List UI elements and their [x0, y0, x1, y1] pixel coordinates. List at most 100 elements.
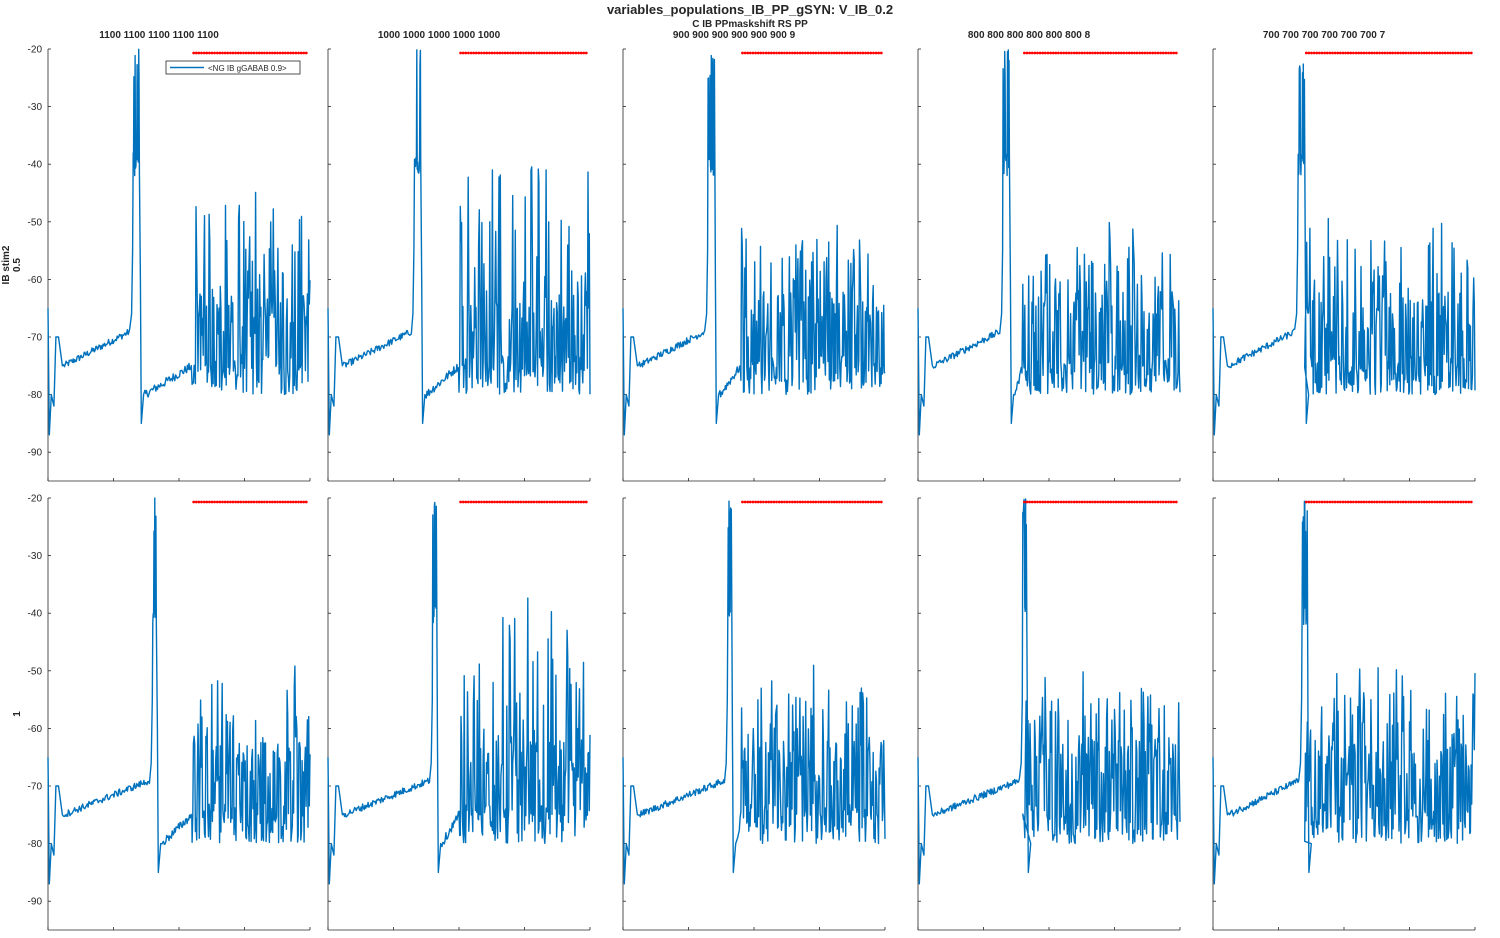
spike-marker: [234, 51, 238, 55]
spike-marker: [569, 500, 572, 504]
spike-marker: [1407, 51, 1410, 55]
spike-marker: [1430, 51, 1434, 55]
spike-marker: [1318, 51, 1321, 55]
spike-marker: [1388, 51, 1392, 55]
spike-marker: [1370, 51, 1374, 55]
spike-marker: [1456, 500, 1460, 504]
spike-marker: [1054, 51, 1058, 55]
subplot: 0500100015002000: [915, 497, 1192, 938]
spike-marker: [524, 51, 528, 55]
spike-marker: [488, 51, 491, 55]
spike-marker: [1365, 500, 1368, 504]
spike-marker: [1067, 500, 1071, 504]
spike-marker: [835, 500, 839, 504]
subplot: 0500100015002000: [1210, 497, 1487, 938]
spike-marker: [1380, 51, 1384, 55]
spike-marker: [278, 51, 282, 55]
spike-marker: [485, 500, 489, 504]
spike-marker: [1161, 500, 1165, 504]
y-tick-label: -50: [28, 666, 43, 677]
spike-marker: [1401, 500, 1405, 504]
spike-marker: [519, 51, 523, 55]
voltage-trace: [1212, 63, 1476, 436]
spike-marker: [817, 500, 820, 504]
spike-marker: [743, 500, 747, 504]
spike-marker: [297, 500, 300, 504]
spike-marker: [1386, 500, 1389, 504]
spike-marker: [579, 51, 583, 55]
spike-marker: [210, 500, 214, 504]
spike-marker: [785, 500, 789, 504]
spike-marker: [304, 500, 308, 504]
spike-marker: [1172, 51, 1176, 55]
spike-marker: [529, 500, 533, 504]
spike-marker: [824, 500, 828, 504]
spike-marker: [218, 51, 222, 55]
spike-marker: [299, 500, 303, 504]
spike-marker: [1119, 51, 1123, 55]
spike-marker: [785, 51, 789, 55]
voltage-trace: [327, 49, 591, 436]
spike-marker: [772, 51, 776, 55]
spike-marker: [1051, 51, 1055, 55]
spike-marker: [746, 500, 750, 504]
spike-marker: [788, 500, 791, 504]
spike-marker: [1135, 500, 1139, 504]
spike-marker: [516, 500, 520, 504]
spike-marker: [522, 500, 525, 504]
spike-marker: [571, 51, 575, 55]
spike-marker: [1101, 51, 1105, 55]
spike-marker: [522, 51, 525, 55]
spike-marker: [582, 51, 586, 55]
spike-marker: [743, 51, 747, 55]
spike-marker: [1085, 500, 1089, 504]
spike-marker: [751, 51, 755, 55]
spike-marker: [1462, 51, 1465, 55]
spike-marker: [255, 51, 258, 55]
spike-marker: [1091, 500, 1094, 504]
spike-marker: [231, 51, 235, 55]
spike-marker: [1375, 51, 1379, 55]
spike-marker: [874, 500, 878, 504]
spike-marker: [474, 51, 478, 55]
spike-marker: [869, 51, 873, 55]
spike-marker: [1396, 500, 1400, 504]
spike-marker: [1391, 51, 1395, 55]
spike-marker: [1417, 500, 1421, 504]
spike-marker: [1117, 51, 1121, 55]
spike-marker: [501, 500, 504, 504]
spike-marker: [467, 51, 470, 55]
spike-marker: [1433, 51, 1437, 55]
spike-marker: [202, 51, 206, 55]
spike-marker: [1307, 500, 1311, 504]
spike-marker: [1051, 500, 1055, 504]
legend-box: [165, 60, 301, 75]
subplot: 900 900 900 900 900 900 9: [622, 30, 886, 482]
spike-marker: [482, 51, 486, 55]
spike-marker: [1156, 51, 1160, 55]
spike-marker: [1352, 500, 1355, 504]
row-label: 1: [12, 711, 23, 717]
column-title: 900 900 900 900 900 900 9: [673, 30, 796, 41]
spike-marker: [762, 51, 765, 55]
spike-marker: [299, 51, 303, 55]
y-tick-label: -60: [28, 724, 43, 735]
spike-marker: [550, 500, 554, 504]
spike-marker: [561, 51, 565, 55]
spike-marker: [1054, 500, 1058, 504]
spike-marker: [1096, 500, 1100, 504]
spike-marker: [859, 51, 862, 55]
spike-marker: [1148, 500, 1152, 504]
spike-marker: [577, 51, 580, 55]
spike-marker: [1365, 51, 1368, 55]
spike-marker: [830, 51, 833, 55]
voltage-trace: [917, 498, 1181, 885]
spike-marker: [218, 500, 222, 504]
spike-marker: [477, 500, 481, 504]
spike-marker: [286, 51, 290, 55]
spike-marker: [1435, 51, 1439, 55]
spike-marker: [223, 51, 227, 55]
spike-marker: [1104, 51, 1107, 55]
spike-marker: [1454, 51, 1457, 55]
spike-marker: [459, 51, 462, 55]
